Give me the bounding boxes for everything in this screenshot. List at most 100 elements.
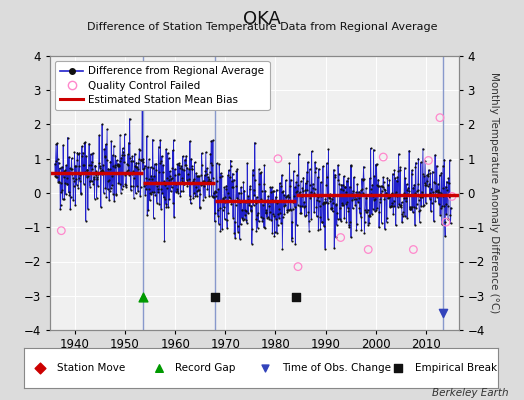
Point <box>69 175 77 181</box>
Point <box>150 161 159 167</box>
Point <box>191 180 199 187</box>
Point <box>136 184 145 191</box>
Point <box>325 194 333 201</box>
Point <box>78 170 86 176</box>
Point <box>184 180 192 186</box>
Point <box>133 164 141 170</box>
Point <box>263 214 271 221</box>
Point <box>445 194 453 200</box>
Point <box>397 202 406 208</box>
Point <box>438 202 446 209</box>
Point <box>436 190 445 196</box>
Point <box>89 181 97 188</box>
Point <box>366 213 375 219</box>
Point <box>434 200 443 207</box>
Point <box>232 183 240 189</box>
Point <box>176 193 184 199</box>
Point <box>143 212 151 218</box>
Point <box>291 294 300 301</box>
Point <box>76 172 84 178</box>
Point <box>292 222 301 228</box>
Point <box>239 179 248 185</box>
Point <box>61 180 69 186</box>
Point <box>109 190 117 197</box>
Point <box>332 201 340 208</box>
Point <box>399 208 408 215</box>
Point <box>440 202 448 209</box>
Point <box>436 212 444 218</box>
Point <box>265 199 273 206</box>
Point <box>53 155 62 162</box>
Point <box>88 178 96 184</box>
Point <box>125 139 133 146</box>
Point <box>185 166 193 172</box>
Point <box>58 164 66 170</box>
Point <box>369 146 378 153</box>
Point <box>419 145 427 152</box>
Point <box>320 199 329 206</box>
Point <box>429 168 437 175</box>
Point <box>201 168 210 174</box>
Point <box>299 188 307 194</box>
Point <box>429 189 437 195</box>
Point <box>156 137 165 143</box>
Point <box>407 204 415 210</box>
Point <box>54 160 63 166</box>
Point <box>75 150 84 157</box>
Point <box>301 202 309 209</box>
Point <box>274 222 282 228</box>
Point <box>289 168 298 174</box>
Point <box>53 174 61 181</box>
Point <box>439 310 447 316</box>
Point <box>396 164 405 171</box>
Point <box>269 188 278 194</box>
Point <box>355 188 363 195</box>
Point <box>326 198 335 204</box>
Point <box>152 167 160 174</box>
Point <box>94 183 102 189</box>
Point <box>267 189 275 195</box>
Point <box>250 192 258 198</box>
Point <box>203 186 212 192</box>
Point <box>70 178 78 184</box>
Point <box>310 186 319 192</box>
Point <box>340 173 348 180</box>
Point <box>98 121 106 128</box>
Point <box>413 188 421 194</box>
Point <box>105 177 113 183</box>
Point <box>161 196 169 202</box>
Point <box>257 214 265 220</box>
Point <box>444 175 453 182</box>
Point <box>127 187 135 193</box>
Point <box>117 185 126 192</box>
Point <box>210 190 219 196</box>
Point <box>86 183 94 190</box>
Point <box>215 220 223 227</box>
Point <box>123 162 132 168</box>
Point <box>387 200 396 206</box>
Point <box>231 219 239 225</box>
Point <box>129 168 137 174</box>
Point <box>383 218 391 225</box>
Point <box>67 194 75 200</box>
Point <box>396 167 404 173</box>
Point <box>92 168 100 174</box>
Point <box>406 206 414 212</box>
Point <box>291 184 299 190</box>
Point <box>431 198 440 204</box>
Point <box>267 217 275 223</box>
Point <box>336 186 345 192</box>
Point <box>400 165 409 171</box>
Point <box>330 245 339 251</box>
Point <box>421 182 430 188</box>
Point <box>213 178 221 184</box>
Point <box>363 191 371 198</box>
Point <box>284 192 292 198</box>
Point <box>380 186 388 192</box>
Point <box>354 198 362 205</box>
Point <box>443 178 451 185</box>
Point <box>163 150 172 156</box>
Point <box>84 206 92 212</box>
Point <box>205 192 213 199</box>
Point <box>116 158 125 164</box>
